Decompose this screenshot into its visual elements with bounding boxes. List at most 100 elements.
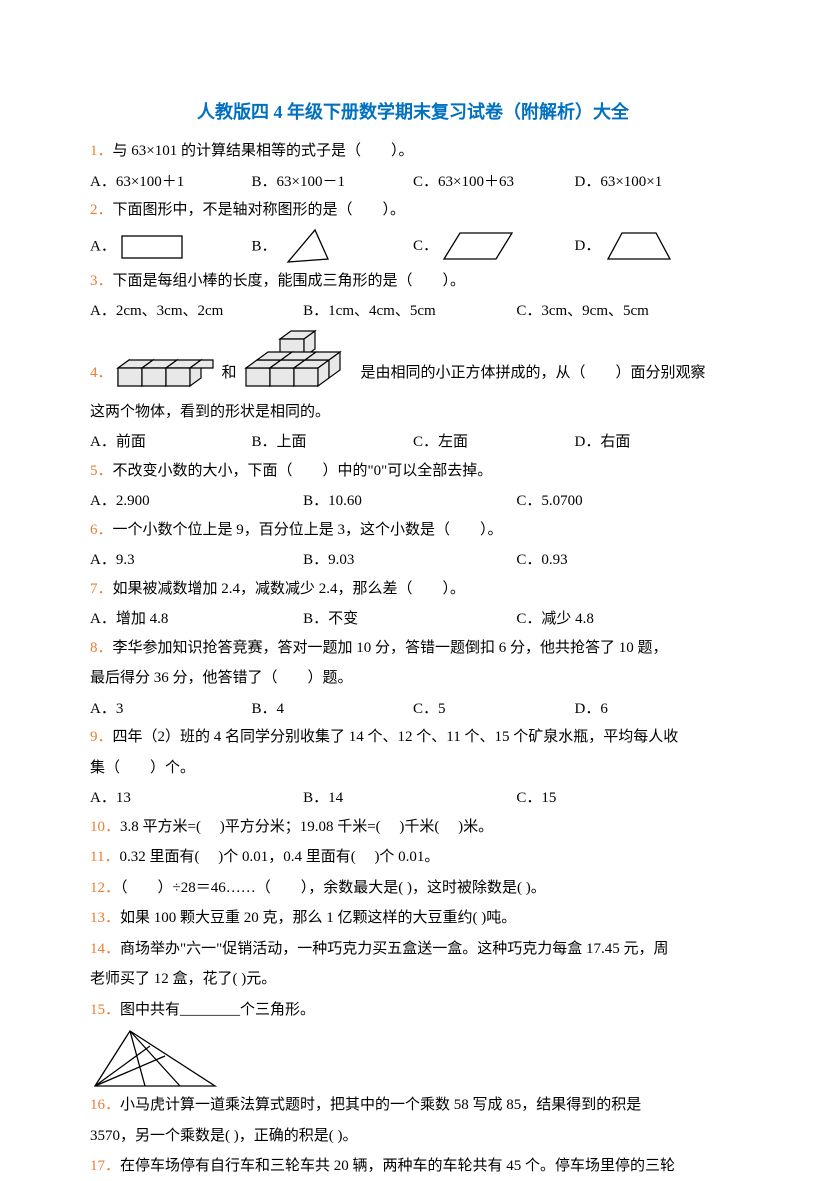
- q10-num: 10．: [90, 819, 120, 835]
- question-2: 2．下面图形中，不是轴对称图形的是（ ）。: [90, 196, 736, 225]
- triangle-icon: [280, 227, 335, 267]
- q11-text: 0.32 里面有( )个 0.01，0.4 里面有( )个 0.01。: [119, 849, 439, 865]
- q6-opt-c: C．0.93: [516, 546, 729, 575]
- q4-opt-d: D．右面: [575, 428, 737, 457]
- q8-opt-b: B．4: [252, 695, 414, 724]
- q14-line2: 老师买了 12 盒，花了( )元。: [90, 965, 736, 994]
- q4-line2: 这两个物体，看到的形状是相同的。: [90, 398, 736, 427]
- q9-options: A．13 B．14 C．15: [90, 784, 736, 813]
- q5-opt-b: B．10.60: [303, 487, 516, 516]
- q15-num: 15．: [90, 1002, 120, 1018]
- q15-figure: [90, 1026, 736, 1091]
- trapezoid-icon: [604, 229, 674, 264]
- question-16: 16．小马虎计算一道乘法算式题时，把其中的一个乘数 58 写成 85，结果得到的…: [90, 1091, 736, 1120]
- rectangle-icon: [120, 232, 190, 262]
- q1-num: 1．: [90, 143, 113, 159]
- q6-text: 一个小数个位上是 9，百分位上是 3，这个小数是（ ）。: [113, 522, 503, 538]
- q8-opt-d: D．6: [575, 695, 737, 724]
- question-5: 5．不改变小数的大小，下面（ ）中的"0"可以全部去掉。: [90, 457, 736, 486]
- q3-opt-c: C．3cm、9cm、5cm: [516, 297, 729, 326]
- cubes-shape-2-icon: [241, 326, 361, 396]
- q7-num: 7．: [90, 581, 113, 597]
- question-13: 13．如果 100 颗大豆重 20 克，那么 1 亿颗这样的大豆重约( )吨。: [90, 904, 736, 933]
- q16-line2: 3570，另一个乘数是( )，正确的积是( )。: [90, 1122, 736, 1151]
- q8-opt-c: C．5: [413, 695, 575, 724]
- question-4: 4． 和 是由相同的小正方体拼成的，从（ ）面分别观察: [90, 326, 736, 396]
- q7-options: A．增加 4.8 B．不变 C．减少 4.8: [90, 605, 736, 634]
- q11-num: 11．: [90, 849, 119, 865]
- q2-opt-b: B．: [252, 227, 414, 267]
- q16-text: 小马虎计算一道乘法算式题时，把其中的一个乘数 58 写成 85，结果得到的积是: [120, 1097, 641, 1113]
- question-17: 17．在停车场停有自行车和三轮车共 20 辆，两种车的车轮共有 45 个。停车场…: [90, 1152, 736, 1181]
- question-9: 9．四年（2）班的 4 名同学分别收集了 14 个、12 个、11 个、15 个…: [90, 723, 736, 752]
- q2-opt-c: C．: [413, 229, 575, 264]
- q12-text: （ ）÷28＝46……（ ），余数最大是( )，这时被除数是( )。: [120, 880, 546, 896]
- q17-num: 17．: [90, 1158, 120, 1174]
- q9-opt-c: C．15: [516, 784, 729, 813]
- q1-opt-d: D．63×100×1: [575, 168, 737, 197]
- q4-mid: 和: [222, 359, 237, 388]
- q9-num: 9．: [90, 729, 113, 745]
- q4-tail: 是由相同的小正方体拼成的，从（ ）面分别观察: [361, 359, 706, 388]
- q10-text: 3.8 平方米=( )平方分米；19.08 千米=( )千米( )米。: [120, 819, 493, 835]
- q7-opt-b: B．不变: [303, 605, 516, 634]
- q3-opt-b: B．1cm、4cm、5cm: [303, 297, 516, 326]
- q2-options: A． B． C． D．: [90, 227, 736, 267]
- q8-line2: 最后得分 36 分，他答错了（ ）题。: [90, 664, 736, 693]
- q8-num: 8．: [90, 640, 113, 656]
- triangle-figure-icon: [90, 1026, 220, 1091]
- q1-opt-c: C．63×100＋63: [413, 168, 575, 197]
- q4-opt-a: A．前面: [90, 428, 252, 457]
- question-8: 8．李华参加知识抢答竞赛，答对一题加 10 分，答错一题倒扣 6 分，他共抢答了…: [90, 634, 736, 663]
- question-10: 10．3.8 平方米=( )平方分米；19.08 千米=( )千米( )米。: [90, 813, 736, 842]
- q12-num: 12．: [90, 880, 120, 896]
- q3-text: 下面是每组小棒的长度，能围成三角形的是（ ）。: [113, 273, 466, 289]
- q6-opt-b: B．9.03: [303, 546, 516, 575]
- q13-num: 13．: [90, 910, 120, 926]
- q6-options: A．9.3 B．9.03 C．0.93: [90, 546, 736, 575]
- question-6: 6．一个小数个位上是 9，百分位上是 3，这个小数是（ ）。: [90, 516, 736, 545]
- q2-opt-d: D．: [575, 229, 737, 264]
- question-15: 15．图中共有________个三角形。: [90, 996, 736, 1025]
- q9-opt-b: B．14: [303, 784, 516, 813]
- q3-opt-a: A．2cm、3cm、2cm: [90, 297, 303, 326]
- q7-text: 如果被减数增加 2.4，减数减少 2.4，那么差（ ）。: [113, 581, 466, 597]
- q17-text: 在停车场停有自行车和三轮车共 20 辆，两种车的车轮共有 45 个。停车场里停的…: [120, 1158, 675, 1174]
- q8-opt-a: A．3: [90, 695, 252, 724]
- q5-text: 不改变小数的大小，下面（ ）中的"0"可以全部去掉。: [113, 463, 493, 479]
- q8-text: 李华参加知识抢答竞赛，答对一题加 10 分，答错一题倒扣 6 分，他共抢答了 1…: [113, 640, 668, 656]
- page-title: 人教版四 4 年级下册数学期末复习试卷（附解析）大全: [90, 95, 736, 129]
- q6-opt-a: A．9.3: [90, 546, 303, 575]
- q1-opt-a: A．63×100＋1: [90, 168, 252, 197]
- question-7: 7．如果被减数增加 2.4，减数减少 2.4，那么差（ ）。: [90, 575, 736, 604]
- q4-opt-c: C．左面: [413, 428, 575, 457]
- q14-num: 14．: [90, 941, 120, 957]
- q7-opt-c: C．减少 4.8: [516, 605, 729, 634]
- q2-text: 下面图形中，不是轴对称图形的是（ ）。: [113, 202, 406, 218]
- q5-opt-c: C．5.0700: [516, 487, 729, 516]
- q3-num: 3．: [90, 273, 113, 289]
- q9-text: 四年（2）班的 4 名同学分别收集了 14 个、12 个、11 个、15 个矿泉…: [113, 729, 679, 745]
- q2-opt-a: A．: [90, 232, 252, 262]
- parallelogram-icon: [442, 229, 517, 264]
- q14-text: 商场举办"六一"促销活动，一种巧克力买五盒送一盒。这种巧克力每盒 17.45 元…: [120, 941, 669, 957]
- q8-options: A．3 B．4 C．5 D．6: [90, 695, 736, 724]
- q9-line2: 集（ ）个。: [90, 754, 736, 783]
- q16-num: 16．: [90, 1097, 120, 1113]
- question-11: 11．0.32 里面有( )个 0.01，0.4 里面有( )个 0.01。: [90, 843, 736, 872]
- question-12: 12．（ ）÷28＝46……（ ），余数最大是( )，这时被除数是( )。: [90, 874, 736, 903]
- q4-options: A．前面 B．上面 C．左面 D．右面: [90, 428, 736, 457]
- q9-opt-a: A．13: [90, 784, 303, 813]
- question-3: 3．下面是每组小棒的长度，能围成三角形的是（ ）。: [90, 267, 736, 296]
- q1-options: A．63×100＋1 B．63×100－1 C．63×100＋63 D．63×1…: [90, 168, 736, 197]
- q1-opt-b: B．63×100－1: [252, 168, 414, 197]
- q6-num: 6．: [90, 522, 113, 538]
- q4-opt-b: B．上面: [252, 428, 414, 457]
- q15-text: 图中共有________个三角形。: [120, 1002, 315, 1018]
- question-14: 14．商场举办"六一"促销活动，一种巧克力买五盒送一盒。这种巧克力每盒 17.4…: [90, 935, 736, 964]
- question-1: 1．与 63×101 的计算结果相等的式子是（ ）。: [90, 137, 736, 166]
- q1-text: 与 63×101 的计算结果相等的式子是（ ）。: [113, 143, 414, 159]
- q13-text: 如果 100 颗大豆重 20 克，那么 1 亿颗这样的大豆重约( )吨。: [120, 910, 516, 926]
- q3-options: A．2cm、3cm、2cm B．1cm、4cm、5cm C．3cm、9cm、5c…: [90, 297, 736, 326]
- q2-num: 2．: [90, 202, 113, 218]
